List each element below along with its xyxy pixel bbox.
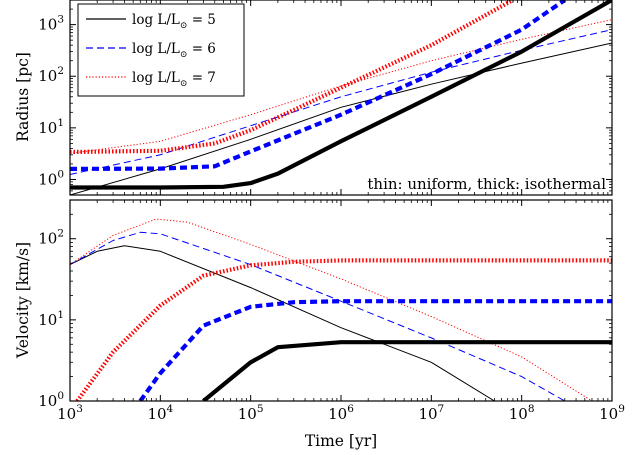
legend-item-logL6: log L/L⊙ = 6 <box>86 41 216 60</box>
x-axis-label: Time [yr] <box>305 432 377 450</box>
velocity-line-logL7-isothermal <box>75 258 612 401</box>
velocity-series-group <box>70 218 612 401</box>
velocity-y-tick-label: 100 <box>38 390 64 410</box>
legend-label-logL6: log L/L⊙ = 6 <box>132 41 216 60</box>
radius-y-tick-label: 103 <box>38 14 64 34</box>
radius-panel: 100 101 102 103 Radius [pc] log L/L⊙ = 5 lo… <box>14 0 613 196</box>
line-style-note: thin: uniform, thick: isothermal <box>367 175 606 193</box>
x-tick-label: 105 <box>238 403 264 423</box>
velocity-panel: 103 104 105 106 107 108 109 100 101 102 Velocity … <box>14 199 625 450</box>
velocity-line-logL7-uniform <box>70 218 593 401</box>
radius-ticks: 100 101 102 103 <box>38 0 613 196</box>
radius-y-axis-label: Radius [pc] <box>14 52 32 142</box>
radius-legend: log L/L⊙ = 5 log L/L⊙ = 6 log L/L⊙ = 7 <box>77 3 245 97</box>
legend-item-logL7: log L/L⊙ = 7 <box>86 70 216 89</box>
radius-y-tick-label: 102 <box>38 65 64 85</box>
legend-label-logL7: log L/L⊙ = 7 <box>132 70 216 89</box>
x-tick-label: 109 <box>599 403 625 423</box>
radius-line-logL6-isothermal <box>70 0 566 171</box>
x-tick-label: 103 <box>57 403 83 423</box>
radius-y-tick-label: 100 <box>38 168 64 188</box>
legend-item-logL5: log L/L⊙ = 5 <box>86 12 216 31</box>
velocity-line-logL5-isothermal <box>202 340 612 401</box>
x-tick-label: 104 <box>147 403 173 423</box>
velocity-line-logL6-uniform <box>70 231 566 401</box>
legend-label-logL5: log L/L⊙ = 5 <box>132 12 216 31</box>
x-tick-label: 108 <box>509 403 535 423</box>
velocity-line-logL5-uniform <box>70 245 495 401</box>
radius-series-group <box>70 0 612 195</box>
velocity-y-axis-label: Velocity [km/s] <box>14 242 32 359</box>
radius-line-logL5-isothermal <box>70 0 612 190</box>
velocity-y-tick-label: 101 <box>38 309 64 329</box>
x-tick-label: 106 <box>328 403 354 423</box>
velocity-ticks: 103 104 105 106 107 108 109 100 101 102 <box>38 199 625 423</box>
x-tick-label: 107 <box>418 403 444 423</box>
velocity-line-logL6-isothermal <box>138 299 612 401</box>
radius-y-tick-label: 101 <box>38 117 64 137</box>
velocity-y-tick-label: 102 <box>38 228 64 248</box>
